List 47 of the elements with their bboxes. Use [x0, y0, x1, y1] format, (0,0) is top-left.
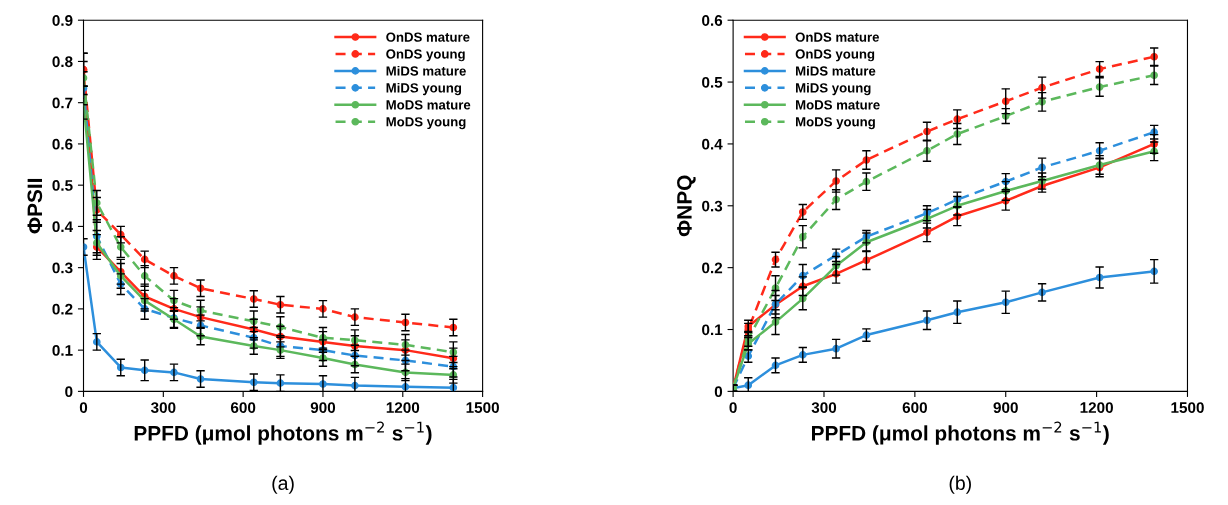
y-tick-label: 0.1 [702, 324, 723, 336]
x-axis-title: PPFD (μmol photons m$^{−2}$ s$^{−1}$) [812, 421, 1109, 445]
x-tick-label: 1500 [466, 402, 499, 414]
legend-label: MoDS young [386, 117, 466, 130]
x-tick-label: 900 [993, 402, 1018, 414]
y-tick-label: 0.2 [702, 262, 723, 274]
y-tick-label: 0 [65, 386, 73, 398]
x-tick-label: 600 [902, 402, 927, 414]
x-tick-label: 1500 [1171, 402, 1204, 414]
legend-label: MiDS mature [386, 65, 466, 76]
legend-label: OnDS mature [795, 32, 879, 42]
x-tick-label: 0 [729, 402, 737, 414]
text: (a) [272, 475, 294, 494]
x-tick-label: 600 [230, 402, 256, 414]
y-tick-label: 0.3 [702, 200, 723, 212]
x-tick-label: 1200 [386, 402, 420, 414]
legend-label: MiDS young [796, 82, 871, 96]
y-axis-title: ΦPSII [27, 178, 43, 234]
y-tick-label: 0 [714, 386, 723, 398]
legend-label: OnDS mature [386, 32, 470, 42]
y-tick-label: 0.7 [52, 97, 73, 109]
legend-label: MoDS mature [386, 100, 471, 110]
y-tick-label: 0.1 [52, 345, 73, 356]
y-tick-label: 0.4 [702, 138, 723, 150]
x-tick-label: 900 [310, 402, 336, 414]
y-tick-label: 0.5 [702, 76, 723, 88]
legend-label: MiDS mature [796, 65, 876, 76]
y-tick-label: 0.3 [52, 262, 73, 274]
legend-label: MiDS young [386, 82, 462, 96]
legend-label: MoDS mature [796, 100, 880, 110]
y-tick-label: 0.9 [52, 15, 73, 26]
y-tick-label: 0.6 [702, 15, 723, 26]
legend-label: OnDS young [386, 49, 465, 62]
y-tick-label: 0.2 [52, 303, 73, 315]
y-tick-label: 0.5 [52, 180, 73, 191]
y-tick-label: 0.8 [52, 56, 73, 68]
y-tick-label: 0.4 [52, 221, 74, 233]
x-axis-title: PPFD (μmol photons m$^{−2}$ s$^{−1}$) [134, 421, 432, 445]
y-axis-title: ΦNPQ [677, 175, 696, 237]
y-tick-label: 0.6 [52, 138, 73, 150]
legend-label: MoDS young [796, 117, 875, 130]
x-tick-label: 300 [811, 402, 837, 414]
x-tick-label: 300 [150, 402, 176, 414]
text: (b) [949, 475, 971, 494]
x-tick-label: 1200 [1080, 402, 1113, 414]
x-tick-label: 0 [79, 402, 88, 414]
legend-label: OnDS young [795, 49, 875, 62]
